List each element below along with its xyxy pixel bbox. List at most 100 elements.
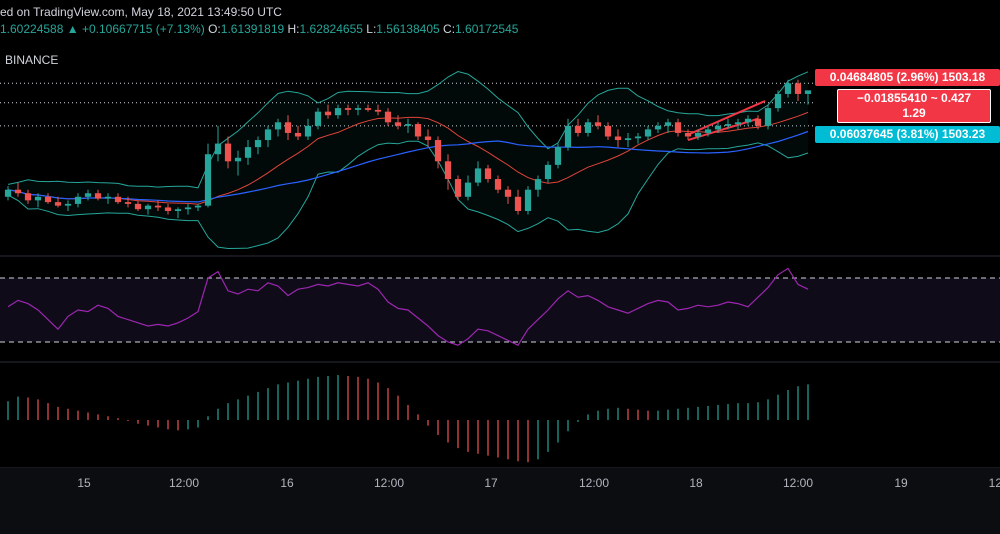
candle-body [204,154,212,206]
candle-body [144,205,152,210]
candle-body [354,108,362,110]
candle-body [514,196,522,211]
candle-body [634,136,642,139]
candle-body [314,111,322,126]
candle-body [404,124,412,126]
candle-body [34,196,42,201]
time-axis-label: 12:00 [579,476,609,490]
candle-body [444,161,452,180]
change-value: +0.10667715 (+7.13%) [81,22,205,36]
candle-body [224,143,232,162]
low-label: L: [366,22,377,36]
candle-body [464,182,472,197]
last-price: 1.60224588 [0,22,64,36]
candle-body [764,108,772,126]
high-value: 1.62824655 [299,22,363,36]
time-axis-label: 12: [989,476,1000,490]
candle-body [714,125,722,130]
ohlc-line: 1.60224588 ▲ +0.10667715 (+7.13%) O:1.61… [0,22,518,36]
time-axis-label: 12:00 [374,476,404,490]
candle-body [104,196,112,199]
candle-body [164,207,172,211]
candle-body [214,143,222,155]
bollinger-lower [7,140,809,250]
ma-blue-line [7,130,809,203]
time-axis-label: 15 [77,476,91,490]
time-axis-label: 12:00 [783,476,813,490]
candle-body [194,205,202,208]
time-axis-label: 16 [280,476,294,490]
candle-body [744,118,752,123]
candle-body [474,168,482,183]
close-value: 1.60172545 [455,22,519,36]
candle-body [774,93,782,109]
bollinger-fill [8,71,808,249]
candle-body [804,90,812,94]
close-label: C: [443,22,456,36]
candle-body [94,193,102,199]
lower-price-tag: 0.06037645 (3.81%) 1503.23 [815,126,1000,143]
candle-body [504,189,512,197]
candle-body [654,125,662,130]
time-axis-bg [0,468,1000,534]
candle-body [734,122,742,125]
low-value: 1.56138405 [376,22,440,36]
candle-body [294,132,302,137]
candle-body [564,125,572,148]
candle-body [264,129,272,141]
candle-body [614,136,622,141]
candle-body [534,179,542,190]
candle-body [454,179,462,197]
candle-body [124,202,132,204]
open-value: 1.61391819 [220,22,285,36]
candle-body [324,111,332,116]
candle-body [414,124,422,137]
candle-body [694,132,702,137]
candle-body [134,203,142,210]
candle-body [44,196,52,203]
candle-body [14,189,22,194]
high-label: H: [287,22,300,36]
candle-body [24,193,32,201]
candle-body [604,125,612,137]
candle-body [424,136,432,141]
candle-body [114,196,122,203]
candle-body [524,189,532,211]
candle-body [674,122,682,133]
candle-body [274,122,282,130]
candle-body [384,111,392,123]
published-line: ed on TradingView.com, May 18, 2021 13:4… [0,5,282,19]
candle-body [484,168,492,180]
bollinger-upper [7,70,809,189]
candle-body [574,125,582,133]
candle-body [724,124,732,126]
time-axis-label: 18 [689,476,703,490]
trendline-upper [687,100,766,136]
candle-body [174,209,182,211]
candle-body [544,164,552,180]
candle-body [494,179,502,190]
candle-body [374,109,382,112]
candle-body [624,138,632,141]
candle-body [754,118,762,126]
candle-body [784,83,792,94]
candle-body [4,189,12,197]
time-axis-label: 12:00 [169,476,199,490]
candle-body [344,108,352,110]
candle-body [394,122,402,126]
candle-body [684,132,692,137]
ma-red-line [7,111,809,205]
time-axis-label: 17 [484,476,498,490]
candle-body [584,122,592,133]
change-arrow-icon: ▲ [66,22,79,36]
candle-body [244,147,252,158]
measure-tag-line2: 1.29 [902,106,926,120]
candle-body [644,129,652,137]
upper-price-tag: 0.04684805 (2.96%) 1503.18 [815,69,1000,86]
candle-body [794,83,802,94]
time-axis-label: 19 [894,476,908,490]
candle-body [64,203,72,206]
candle-body [664,122,672,126]
measure-tag-line1: −0.01855410 ~ 0.427 [856,91,972,105]
